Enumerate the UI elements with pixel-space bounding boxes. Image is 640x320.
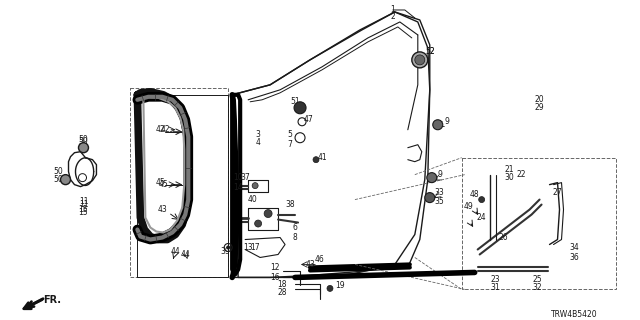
Circle shape (252, 183, 258, 188)
Circle shape (313, 157, 319, 163)
Circle shape (433, 120, 443, 130)
Text: 1: 1 (390, 5, 396, 14)
Circle shape (425, 193, 435, 203)
Bar (461, 158, 616, 289)
Text: 37: 37 (240, 173, 250, 182)
Bar (131, 88, 228, 277)
Text: 36: 36 (570, 253, 579, 262)
Text: 50: 50 (54, 167, 63, 176)
Text: 34: 34 (570, 243, 579, 252)
Text: 7: 7 (287, 140, 292, 149)
Text: 43: 43 (157, 205, 167, 214)
Circle shape (415, 55, 425, 65)
Text: 11: 11 (79, 200, 88, 209)
Text: 51: 51 (290, 97, 300, 106)
Circle shape (79, 143, 88, 153)
Circle shape (264, 210, 272, 218)
Circle shape (479, 196, 484, 203)
Text: 22: 22 (517, 170, 526, 179)
Text: 17: 17 (250, 243, 260, 252)
Circle shape (412, 52, 428, 68)
Text: 26: 26 (499, 233, 508, 242)
Text: 9: 9 (437, 170, 442, 179)
Text: 45: 45 (159, 180, 168, 189)
Text: 32: 32 (532, 283, 542, 292)
Text: 44: 44 (180, 250, 190, 259)
Text: 50: 50 (79, 137, 88, 146)
Text: 35: 35 (435, 197, 445, 206)
Text: 45: 45 (156, 178, 165, 187)
Text: 52: 52 (425, 47, 435, 56)
Text: 20: 20 (535, 95, 545, 104)
Text: 23: 23 (491, 275, 500, 284)
Text: 10: 10 (234, 173, 243, 182)
Text: 6: 6 (292, 223, 298, 232)
Text: 19: 19 (335, 281, 345, 290)
Text: 29: 29 (535, 103, 545, 112)
Text: 13: 13 (243, 243, 253, 252)
Text: 25: 25 (532, 275, 542, 284)
Text: 33: 33 (435, 188, 445, 197)
Text: 52: 52 (425, 47, 435, 56)
Circle shape (255, 220, 262, 227)
Text: 44: 44 (170, 247, 180, 256)
Text: 21: 21 (505, 165, 515, 174)
Text: 39: 39 (220, 247, 230, 256)
Text: 5: 5 (287, 130, 292, 139)
Text: 42: 42 (156, 125, 165, 134)
Text: 16: 16 (270, 273, 280, 282)
Text: 3: 3 (256, 130, 260, 139)
Text: 15: 15 (79, 205, 88, 214)
Text: 18: 18 (277, 280, 287, 289)
Text: 40: 40 (247, 195, 257, 204)
Text: 8: 8 (292, 233, 298, 242)
Text: 41: 41 (317, 153, 327, 162)
Text: 47: 47 (303, 115, 313, 124)
Text: 14: 14 (234, 183, 243, 192)
Text: 2: 2 (390, 12, 396, 21)
Text: 50: 50 (79, 135, 88, 144)
Text: 50: 50 (54, 175, 63, 184)
Text: 15: 15 (79, 208, 88, 217)
Circle shape (327, 285, 333, 292)
Text: 43: 43 (305, 260, 315, 269)
Text: FR.: FR. (44, 295, 61, 305)
Text: 27: 27 (553, 188, 563, 197)
Circle shape (226, 245, 230, 250)
Text: 42: 42 (161, 125, 170, 134)
Text: 9: 9 (444, 117, 449, 126)
Text: 46: 46 (315, 255, 325, 264)
Text: 49: 49 (464, 202, 474, 211)
Text: 28: 28 (277, 288, 287, 297)
Text: 31: 31 (491, 283, 500, 292)
Text: 48: 48 (470, 190, 479, 199)
Text: TRW4B5420: TRW4B5420 (551, 310, 598, 319)
Text: 38: 38 (285, 200, 295, 209)
Text: 4: 4 (256, 138, 260, 147)
Text: 30: 30 (505, 173, 515, 182)
Circle shape (61, 175, 70, 185)
Circle shape (294, 102, 306, 114)
Text: 24: 24 (477, 213, 486, 222)
Text: 11: 11 (79, 197, 88, 206)
Circle shape (427, 173, 436, 183)
Text: 12: 12 (270, 263, 280, 272)
